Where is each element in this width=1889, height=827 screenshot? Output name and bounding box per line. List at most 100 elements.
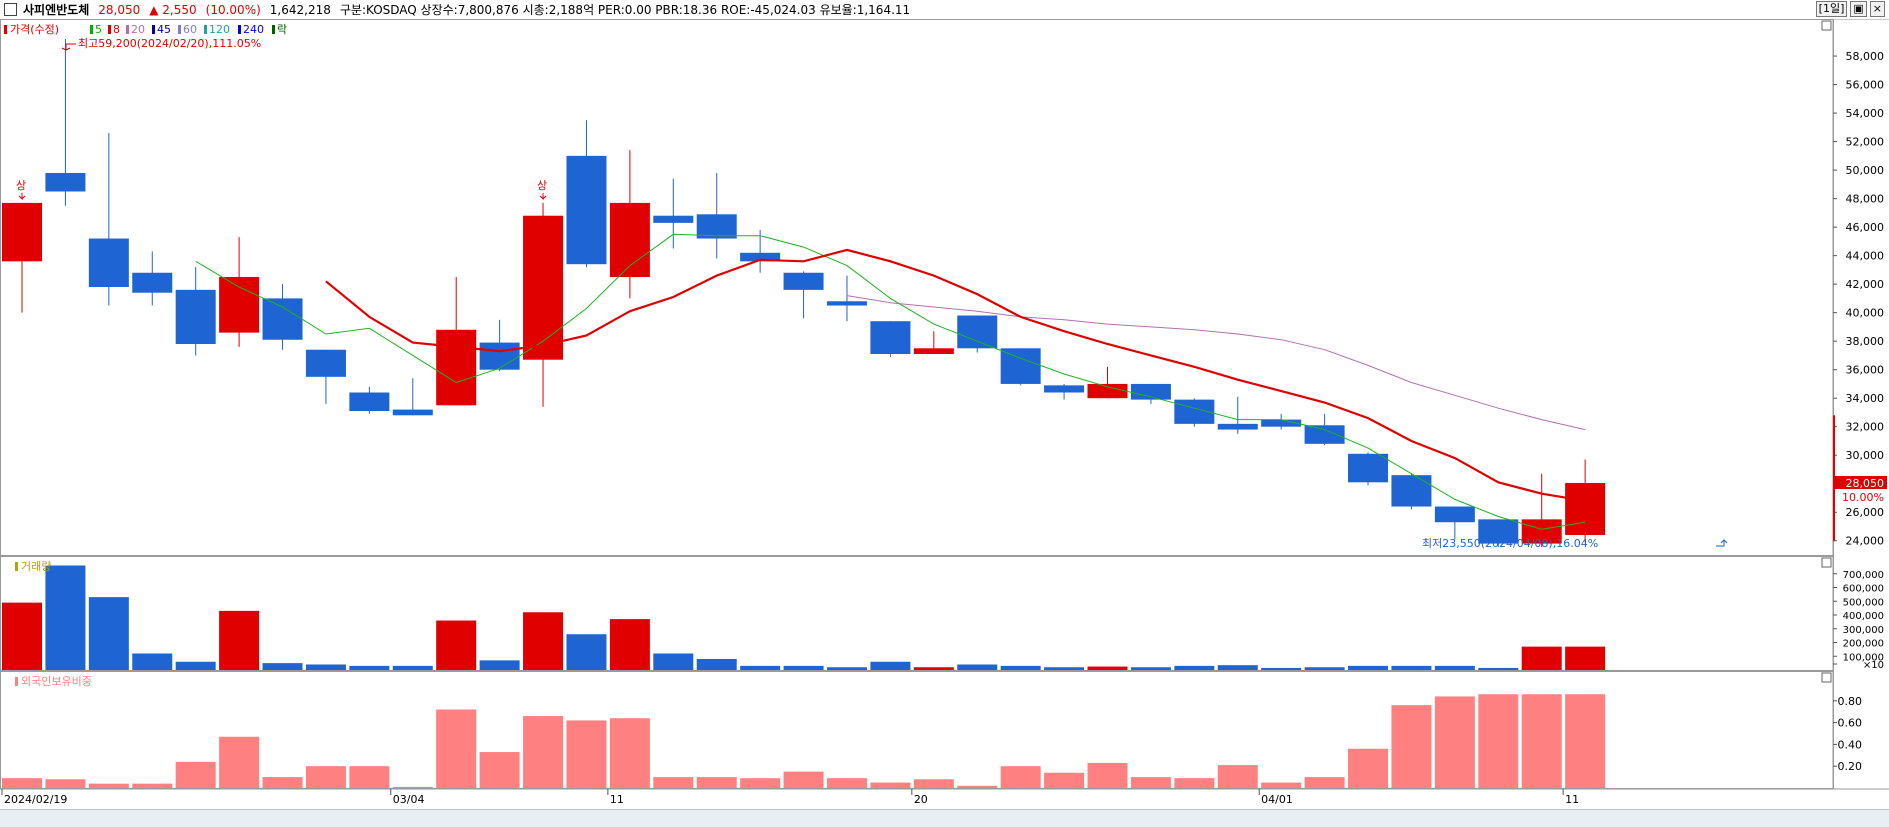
panel-menu-icon[interactable] [1821,20,1832,31]
volume-bar[interactable] [696,659,737,670]
foreign-bar[interactable] [175,761,216,788]
foreign-bar[interactable] [88,783,129,788]
foreign-bar[interactable] [1261,782,1302,788]
select-checkbox[interactable] [4,3,17,16]
candle-body[interactable] [566,155,607,265]
candle-body[interactable] [392,409,433,416]
stock-chart[interactable]: 58,000 56,000 54,000 52,000 50,000 48,000 46,0… [0,19,1889,809]
volume-bar[interactable] [88,597,129,670]
panel-menu-icon[interactable] [1821,672,1832,683]
foreign-bar[interactable] [2,778,42,788]
foreign-bar[interactable] [132,783,173,788]
foreign-bar[interactable] [1478,694,1519,788]
candle-body[interactable] [1391,475,1432,507]
candle-body[interactable] [1348,453,1389,483]
foreign-bar[interactable] [392,786,433,788]
volume-bar[interactable] [1348,665,1389,670]
volume-bar[interactable] [826,667,867,670]
candle-body[interactable] [262,298,303,340]
candle-body[interactable] [783,272,824,290]
volume-bar[interactable] [870,661,911,670]
foreign-bar[interactable] [957,785,998,788]
volume-bar[interactable] [305,664,346,671]
volume-bar[interactable] [609,619,650,670]
volume-bar[interactable] [1044,667,1085,670]
volume-bar[interactable] [566,634,607,670]
volume-bar[interactable] [436,620,477,671]
volume-bar[interactable] [1391,665,1432,670]
candle-body[interactable] [1261,419,1302,427]
volume-bar[interactable] [783,665,824,670]
candle-body[interactable] [957,315,998,349]
candle-body[interactable] [826,301,867,306]
volume-bar[interactable] [1521,646,1562,670]
volume-bar[interactable] [957,664,998,671]
candle-body[interactable] [175,289,216,345]
foreign-bar[interactable] [1130,777,1171,788]
candle-body[interactable] [45,172,86,192]
volume-bar[interactable] [1174,665,1215,670]
candle-body[interactable] [1217,423,1258,430]
volume-bar[interactable] [1217,665,1258,670]
foreign-bar[interactable] [262,777,303,788]
foreign-bar[interactable] [1565,694,1606,788]
foreign-bar[interactable] [1434,696,1475,788]
candle-body[interactable] [1087,383,1128,399]
foreign-bar[interactable] [1304,777,1345,788]
candle-body[interactable] [479,342,520,370]
candle-body[interactable] [870,321,911,354]
volume-bar[interactable] [740,665,781,670]
foreign-bar[interactable] [870,782,911,788]
candle-body[interactable] [349,392,390,412]
volume-bar[interactable] [1000,665,1041,670]
foreign-bar[interactable] [696,777,737,788]
volume-bar[interactable] [913,667,954,670]
foreign-bar[interactable] [1348,748,1389,788]
foreign-bar[interactable] [219,736,260,788]
scroll-bar[interactable] [0,809,1889,827]
candle-body[interactable] [88,238,129,287]
candle-body[interactable] [305,349,346,377]
candle-body[interactable] [1521,519,1562,544]
candle-body[interactable] [2,202,42,262]
foreign-bar[interactable] [523,716,564,788]
maximize-icon[interactable]: ▣ [1850,1,1867,17]
foreign-bar[interactable] [1044,772,1085,788]
volume-bar[interactable] [1434,665,1475,670]
foreign-bar[interactable] [566,720,607,788]
volume-bar[interactable] [2,602,42,670]
foreign-bar[interactable] [1000,766,1041,788]
volume-bar[interactable] [392,665,433,670]
foreign-bar[interactable] [783,771,824,788]
candle-body[interactable] [1565,483,1606,536]
candle-body[interactable] [1478,519,1519,544]
candle-body[interactable] [1044,385,1085,393]
panel-menu-icon[interactable] [1821,557,1832,568]
volume-bar[interactable] [1130,667,1171,670]
volume-bar[interactable] [1087,666,1128,670]
candle-body[interactable] [132,272,173,293]
volume-bar[interactable] [523,612,564,670]
candle-body[interactable] [609,202,650,278]
volume-bar[interactable] [45,565,86,671]
volume-bar[interactable] [349,665,390,670]
close-icon[interactable]: × [1869,1,1885,17]
foreign-bar[interactable] [913,779,954,788]
candle-body[interactable] [1304,425,1345,444]
candle-body[interactable] [436,329,477,406]
period-button[interactable]: [1일] [1815,1,1848,17]
candle-body[interactable] [219,277,260,333]
candle-body[interactable] [523,215,564,360]
volume-bar[interactable] [132,653,173,671]
foreign-bar[interactable] [45,779,86,788]
candle-body[interactable] [653,215,694,223]
candle-body[interactable] [913,348,954,354]
candle-body[interactable] [1434,506,1475,523]
volume-bar[interactable] [1304,667,1345,670]
volume-bar[interactable] [1261,667,1302,670]
foreign-bar[interactable] [479,752,520,788]
foreign-bar[interactable] [826,778,867,788]
foreign-bar[interactable] [349,766,390,788]
volume-bar[interactable] [653,653,694,671]
foreign-bar[interactable] [740,778,781,788]
